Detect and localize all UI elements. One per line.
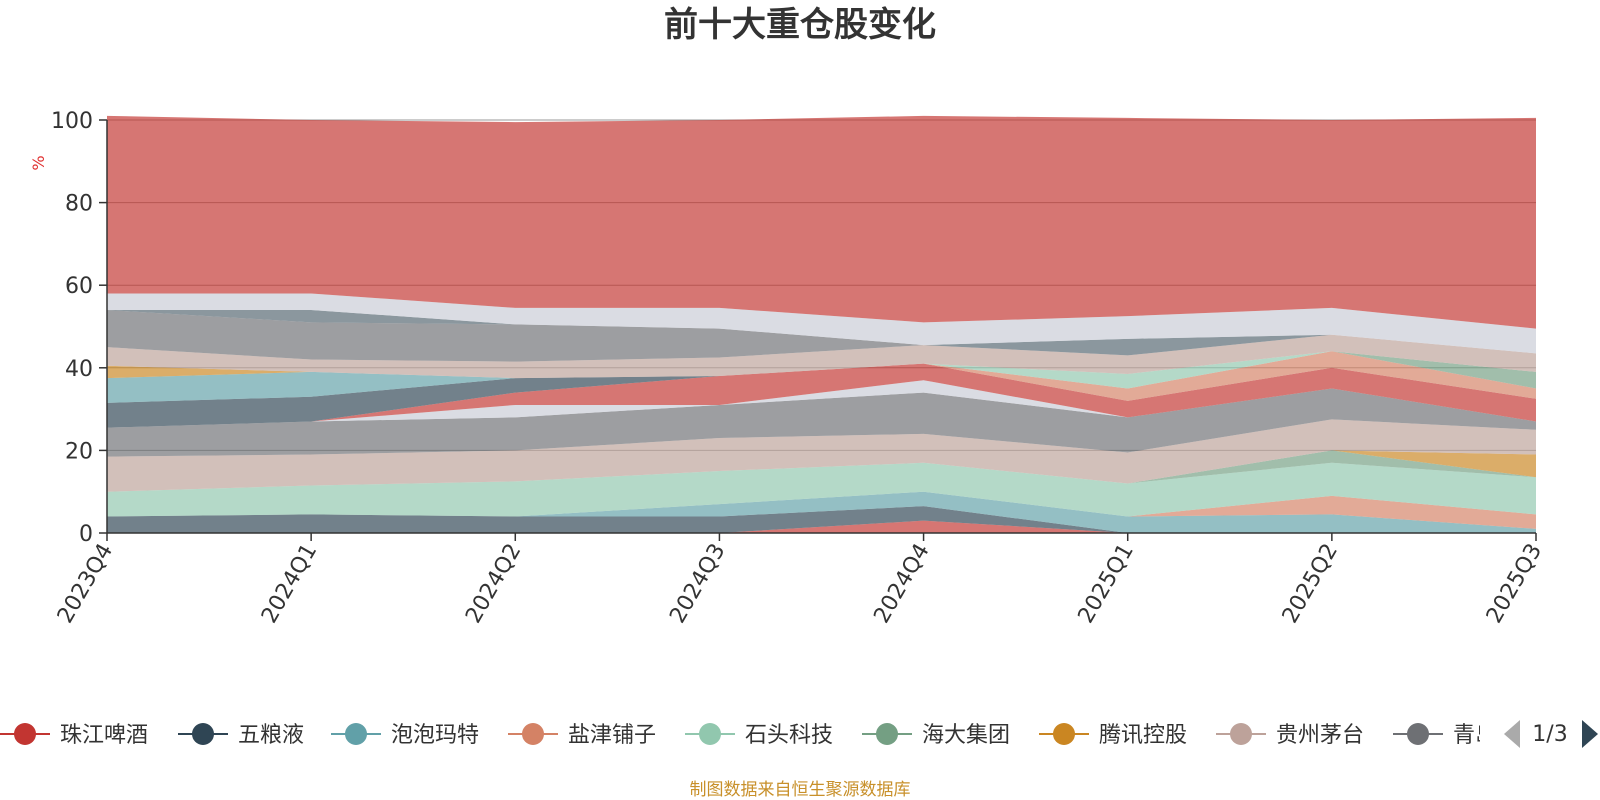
legend-page-indicator: 1/3 (1532, 722, 1567, 747)
legend-item[interactable]: 五粮液 (178, 723, 304, 748)
area-series-band (107, 351, 1536, 401)
area-series-band (107, 115, 1536, 329)
legend-prev-page-icon[interactable] (1504, 720, 1520, 748)
x-tick-label: 2025Q3 (1482, 540, 1547, 628)
area-series-band (107, 491, 1536, 529)
area-series (107, 115, 1536, 533)
legend-label: 泡泡玛特 (391, 723, 479, 748)
legend-marker-icon (14, 723, 36, 745)
y-tick-label: 100 (51, 109, 93, 134)
legend-label: 石头科技 (745, 723, 833, 748)
area-series-band (107, 450, 1536, 492)
legend-item[interactable]: 石头科技 (685, 723, 833, 748)
x-tick-label: 2024Q1 (257, 540, 322, 628)
area-series-band (107, 334, 1536, 379)
legend-item[interactable]: 海大集团 (862, 723, 1010, 748)
legend-marker-icon (1407, 723, 1429, 745)
area-series-band (107, 351, 1536, 389)
legend-pager: 1/3 (1504, 720, 1598, 748)
area-series-band (107, 491, 1536, 533)
area-series-band (107, 380, 1536, 428)
legend-item[interactable]: 泡泡玛特 (331, 723, 479, 748)
source-note: 制图数据来自恒生聚源数据库 (690, 780, 911, 800)
y-tick-label: 80 (65, 192, 93, 217)
legend-item[interactable]: 青岛啤酒 (1393, 723, 1541, 748)
area-series-band (107, 293, 1536, 354)
y-tick-label: 20 (65, 439, 93, 464)
legend-marker-icon (345, 723, 367, 745)
x-tick-label: 2024Q4 (869, 540, 934, 628)
y-tick-label: 40 (65, 357, 93, 382)
legend-label: 珠江啤酒 (60, 723, 148, 748)
legend-label: 海大集团 (922, 723, 1010, 748)
legend-label: 五粮液 (238, 723, 304, 748)
legend-marker-icon (522, 723, 544, 745)
legend-marker-icon (876, 723, 898, 745)
area-series-band (107, 363, 1536, 403)
legend-label: 青岛啤酒 (1453, 723, 1541, 748)
x-tick-label: 2025Q2 (1278, 540, 1343, 628)
legend-marker-icon (699, 723, 721, 745)
area-series-band (107, 419, 1536, 492)
area-series-band (107, 450, 1536, 492)
area-series-band (107, 388, 1536, 457)
x-tick-label: 2024Q2 (461, 540, 526, 628)
area-series-band (107, 309, 1536, 356)
legend-label: 贵州茅台 (1276, 723, 1364, 748)
area-series-band (107, 309, 1536, 362)
legend-marker-icon (1053, 723, 1075, 745)
x-tick-label: 2023Q4 (53, 540, 118, 628)
area-series-band (107, 363, 1536, 428)
area-series-band (107, 506, 1536, 533)
legend: 珠江啤酒 五粮液 泡泡玛特 盐津铺子 石头科技 海大集团 腾讯控股 贵州茅台 青岛啤酒 (0, 723, 1541, 748)
area-series-band (107, 462, 1536, 517)
x-tick-label: 2024Q3 (665, 540, 730, 628)
legend-item[interactable]: 腾讯控股 (1039, 723, 1187, 748)
legend-item[interactable]: 贵州茅台 (1216, 723, 1364, 748)
chart-title: 前十大重仓股变化 (664, 5, 936, 45)
legend-item[interactable]: 盐津铺子 (508, 723, 656, 748)
legend-next-page-icon[interactable] (1582, 720, 1598, 748)
legend-label: 盐津铺子 (568, 723, 656, 748)
legend-marker-icon (192, 723, 214, 745)
y-tick-label: 60 (65, 274, 93, 299)
area-series-band (107, 363, 1536, 428)
x-tick-label: 2025Q1 (1074, 540, 1139, 628)
y-axis-unit: % (29, 155, 48, 170)
y-tick-label: 0 (79, 522, 93, 547)
legend-marker-icon (1230, 723, 1252, 745)
legend-label: 腾讯控股 (1099, 723, 1187, 748)
legend-item[interactable]: 珠江啤酒 (0, 723, 148, 748)
